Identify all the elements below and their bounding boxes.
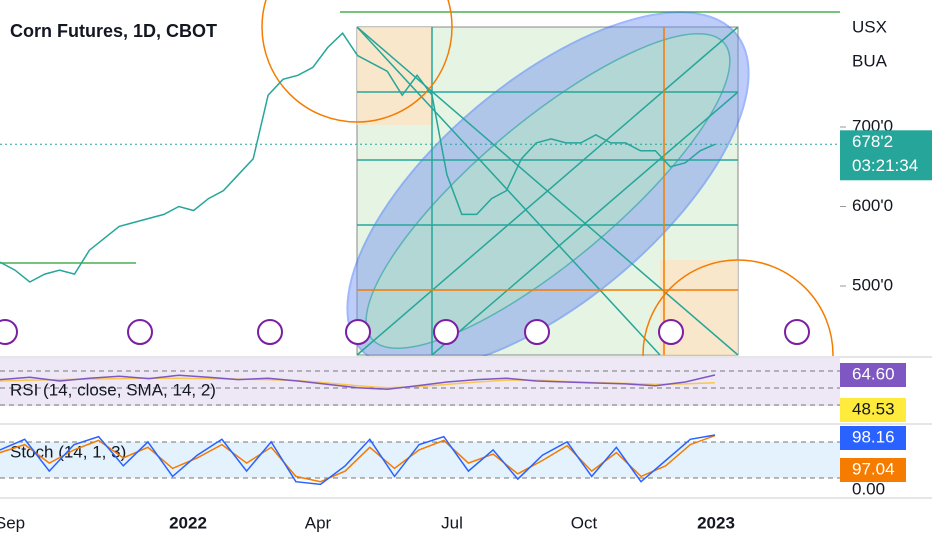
stoch-k-badge: [840, 426, 906, 450]
price-line: [0, 32, 716, 283]
time-label: Apr: [305, 513, 332, 532]
stoch-axis-label: 0.00: [852, 479, 885, 498]
time-label: Sep: [0, 513, 25, 532]
stoch-d-line: [0, 434, 716, 483]
rsi-badge: [840, 362, 906, 387]
level-lines: [0, 370, 840, 479]
time-label: Oct: [571, 513, 598, 532]
rsi-ma-badge: [840, 398, 906, 422]
stoch-k-line: [0, 434, 716, 486]
rsi-band: [0, 358, 840, 406]
current-price-badge: [840, 130, 932, 181]
price-tick-label: 500'0: [852, 275, 893, 294]
unit-label: USX: [852, 17, 887, 36]
rsi-value: 64.60: [852, 364, 895, 383]
current-price: 678'2: [852, 132, 893, 151]
time-label: Jul: [441, 513, 463, 532]
rsi-line: [0, 374, 716, 390]
rsi-ma-value: 48.53: [852, 399, 895, 418]
stoch-k-value: 98.16: [852, 427, 895, 446]
unit-label: BUA: [852, 51, 888, 70]
time-label: 2023: [697, 513, 735, 532]
stoch-d-value: 97.04: [852, 459, 895, 478]
chart-title: Corn Futures, 1D, CBOT: [10, 21, 217, 41]
rsi-label: RSI (14, close, SMA, 14, 2): [10, 380, 216, 399]
stoch-d-badge: [840, 458, 906, 482]
stoch-band: [0, 442, 840, 478]
countdown: 03:21:34: [852, 156, 918, 175]
price-tick-label: 600'0: [852, 196, 893, 215]
time-label: 2022: [169, 513, 207, 532]
drawing-overlay: [0, 0, 840, 356]
